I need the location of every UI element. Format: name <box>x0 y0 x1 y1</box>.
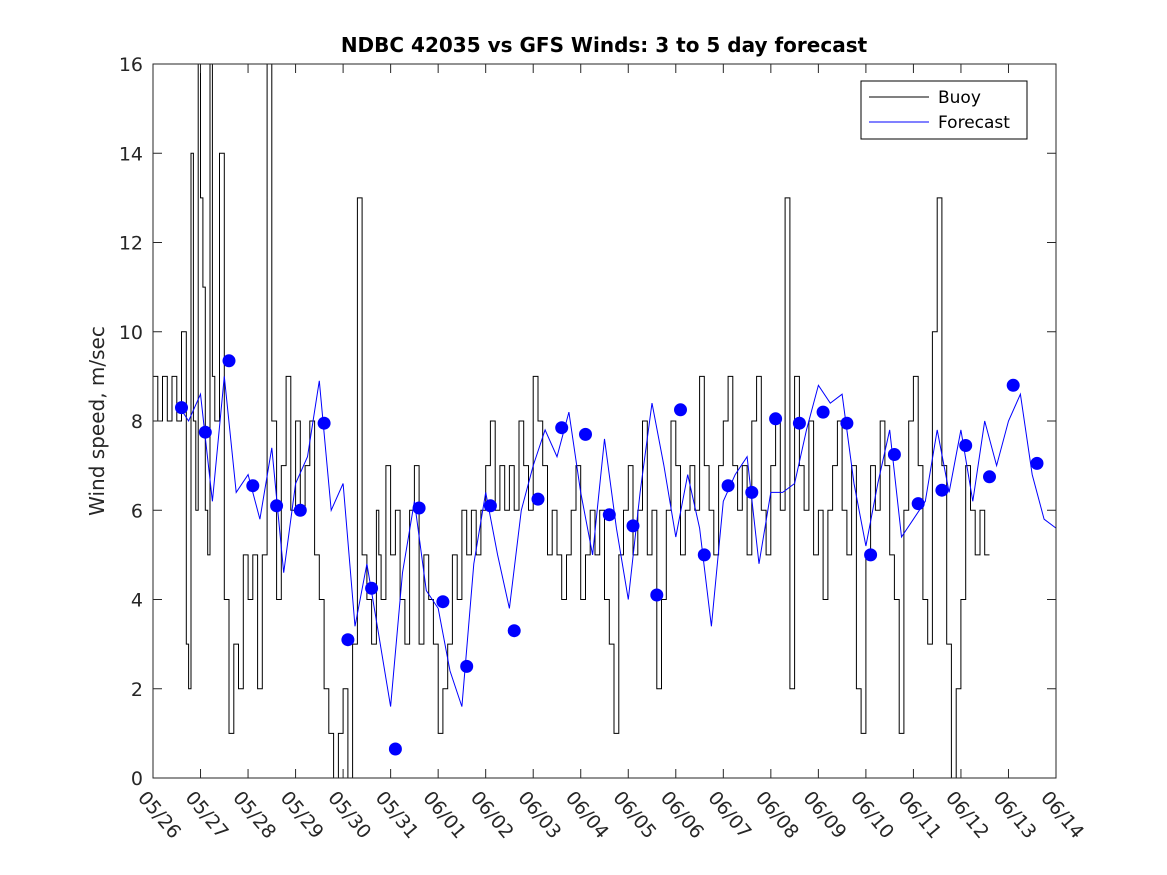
forecast-marker <box>365 581 379 595</box>
y-tick-label: 0 <box>131 768 143 790</box>
y-tick-label: 12 <box>119 233 143 255</box>
forecast-marker <box>887 448 901 461</box>
forecast-marker <box>602 508 616 522</box>
forecast-marker <box>959 439 973 452</box>
y-tick-label: 2 <box>131 679 143 701</box>
forecast-marker <box>531 492 545 506</box>
forecast-marker <box>293 503 307 517</box>
y-tick-label: 6 <box>131 500 143 522</box>
y-tick-label: 14 <box>119 143 143 165</box>
forecast-marker <box>840 416 854 430</box>
chart-title: NDBC 42035 vs GFS Winds: 3 to 5 day fore… <box>341 33 868 57</box>
forecast-marker <box>816 405 830 419</box>
plot-area <box>153 63 1057 779</box>
forecast-marker <box>483 499 497 513</box>
forecast-marker <box>935 483 949 497</box>
forecast-marker <box>769 412 783 426</box>
forecast-marker <box>1006 378 1020 392</box>
forecast-marker <box>674 403 687 417</box>
forecast-marker <box>175 401 188 415</box>
forecast-marker <box>983 470 996 484</box>
legend: Buoy Forecast <box>860 80 1028 140</box>
forecast-marker <box>626 519 640 533</box>
y-tick-label: 10 <box>119 322 143 344</box>
forecast-marker <box>507 624 521 638</box>
forecast-marker <box>579 427 592 441</box>
forecast-marker <box>721 479 735 493</box>
forecast-marker <box>792 416 806 430</box>
forecast-marker <box>246 479 260 493</box>
legend-forecast-label: Forecast <box>938 113 1010 133</box>
forecast-marker <box>436 595 450 609</box>
forecast-marker <box>270 499 284 513</box>
forecast-marker <box>412 501 426 515</box>
y-axis-label: Wind speed, m/sec <box>85 326 109 516</box>
legend-box <box>860 80 1028 140</box>
forecast-marker <box>697 548 711 562</box>
forecast-marker <box>555 421 569 435</box>
forecast-marker <box>388 742 402 756</box>
legend-buoy-label: Buoy <box>938 88 981 108</box>
forecast-marker <box>460 659 474 673</box>
forecast-marker <box>317 416 331 430</box>
forecast-marker <box>650 588 664 602</box>
y-tick-label: 8 <box>131 411 143 433</box>
forecast-marker <box>745 485 759 499</box>
forecast-marker <box>864 548 878 562</box>
forecast-marker <box>1030 456 1044 470</box>
y-tick-label: 16 <box>119 54 143 76</box>
forecast-marker <box>341 633 355 647</box>
forecast-marker <box>222 354 236 368</box>
forecast-marker <box>911 497 925 511</box>
forecast-marker <box>198 425 212 439</box>
y-tick-label: 4 <box>131 590 143 612</box>
